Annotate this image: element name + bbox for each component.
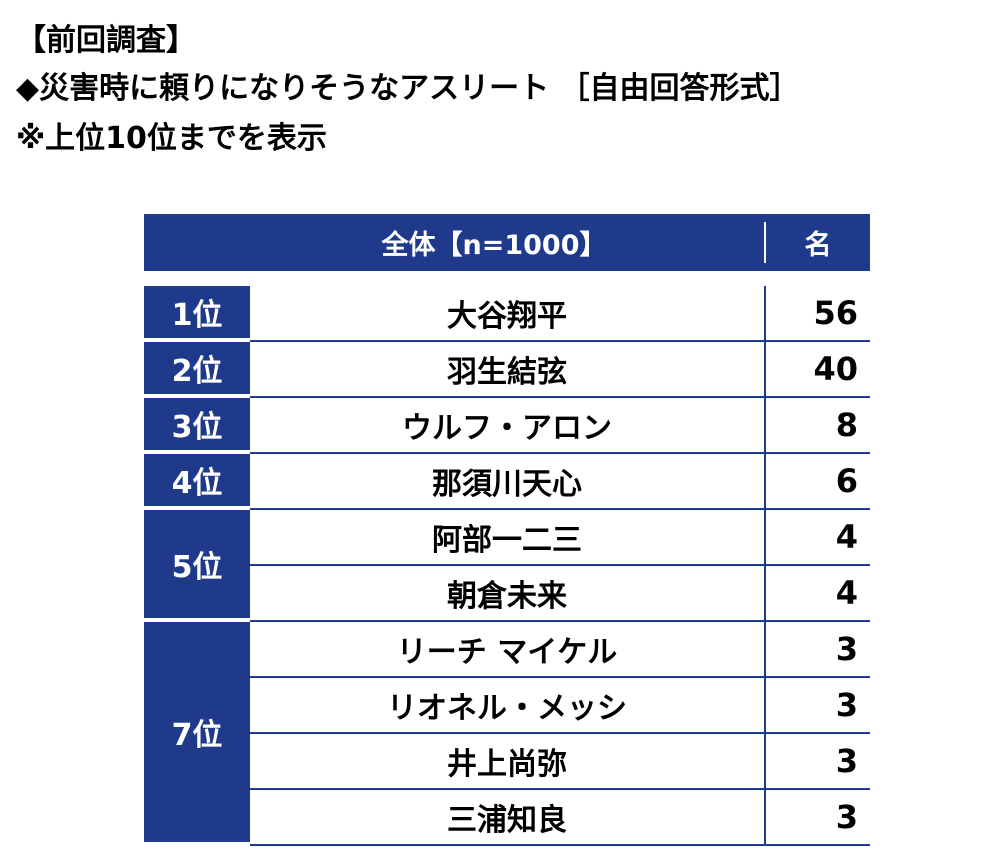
rank-cell: 1位	[144, 286, 250, 338]
table-row: 羽生結弦 40	[250, 342, 870, 398]
vote-count: 40	[813, 350, 858, 388]
header-name-cell: 全体【n=1000】	[381, 230, 607, 261]
vote-count: 3	[835, 630, 858, 668]
column-divider	[764, 678, 766, 732]
vote-count: 6	[835, 462, 858, 500]
athlete-name: 朝倉未来	[447, 579, 567, 614]
vote-count: 8	[835, 406, 858, 444]
row-divider	[250, 396, 870, 398]
athlete-name: 井上尚弥	[447, 747, 567, 782]
table-row: ウルフ・アロン 8	[250, 398, 870, 454]
vote-count: 3	[835, 742, 858, 780]
display-note: ※上位10位までを表示	[16, 121, 327, 156]
row-divider	[250, 452, 870, 454]
vote-count: 3	[835, 686, 858, 724]
table-row: 井上尚弥 3	[250, 734, 870, 790]
table-row: 朝倉未来 4	[250, 566, 870, 622]
vote-count: 56	[813, 294, 858, 332]
rank-cell: 4位	[144, 454, 250, 506]
column-divider	[764, 790, 766, 844]
column-divider	[764, 510, 766, 564]
column-divider	[764, 342, 766, 396]
row-divider	[250, 508, 870, 510]
vote-count: 4	[835, 574, 858, 612]
athlete-name: リオネル・メッシ	[387, 691, 627, 726]
table-row: リオネル・メッシ 3	[250, 678, 870, 734]
column-divider	[764, 398, 766, 452]
athlete-name: 阿部一二三	[432, 523, 582, 558]
athlete-name: ウルフ・アロン	[402, 411, 612, 446]
rank-cell: 2位	[144, 342, 250, 394]
row-divider	[250, 844, 870, 846]
row-divider	[250, 340, 870, 342]
athlete-name: 那須川天心	[432, 467, 582, 502]
column-divider	[764, 454, 766, 508]
column-divider	[764, 286, 766, 340]
athlete-name: 三浦知良	[447, 803, 567, 838]
row-divider	[250, 676, 870, 678]
table-header: 全体【n=1000】 名	[144, 214, 870, 271]
row-divider	[250, 564, 870, 566]
header-count-cell: 名	[804, 230, 832, 261]
vote-count: 3	[835, 798, 858, 836]
athlete-name: リーチ マイケル	[396, 635, 618, 670]
table-row: 那須川天心 6	[250, 454, 870, 510]
rank-cell: 3位	[144, 398, 250, 450]
rank-cell: 7位	[144, 622, 250, 842]
section-label: 【前回調査】	[16, 23, 196, 58]
row-divider	[250, 788, 870, 790]
column-divider	[764, 734, 766, 788]
column-divider	[764, 566, 766, 620]
header-divider	[764, 222, 766, 263]
table-row: 大谷翔平 56	[250, 286, 870, 342]
table-row: 三浦知良 3	[250, 790, 870, 846]
row-divider	[250, 620, 870, 622]
column-divider	[764, 622, 766, 676]
row-divider	[250, 732, 870, 734]
athlete-name: 大谷翔平	[447, 299, 567, 334]
table-row: リーチ マイケル 3	[250, 622, 870, 678]
vote-count: 4	[835, 518, 858, 556]
survey-question: ◆災害時に頼りになりそうなアスリート ［自由回答形式］	[16, 71, 800, 106]
table-row: 阿部一二三 4	[250, 510, 870, 566]
athlete-name: 羽生結弦	[447, 355, 567, 390]
rank-cell: 5位	[144, 510, 250, 618]
